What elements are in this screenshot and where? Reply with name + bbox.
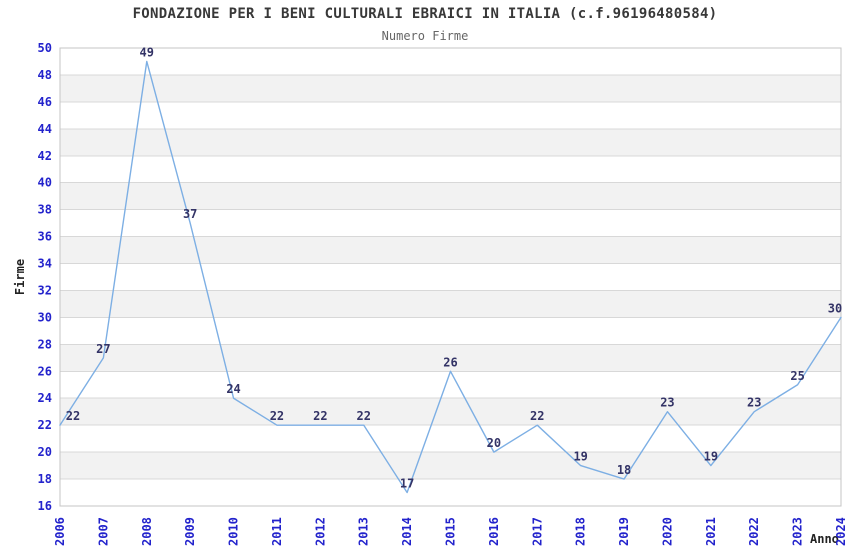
grid-band xyxy=(60,398,841,426)
x-tick-label: 2022 xyxy=(747,517,761,546)
y-tick-label: 24 xyxy=(38,391,52,405)
y-tick-label: 40 xyxy=(38,176,52,190)
point-label: 17 xyxy=(400,477,414,491)
x-tick-label: 2010 xyxy=(227,517,241,546)
point-label: 19 xyxy=(704,450,718,464)
x-tick-label: 2006 xyxy=(53,517,67,546)
grid-band xyxy=(60,182,841,210)
point-label: 22 xyxy=(66,409,80,423)
grid-band xyxy=(60,290,841,318)
x-tick-label: 2015 xyxy=(444,517,458,546)
grid-band xyxy=(60,452,841,480)
x-tick-label: 2012 xyxy=(313,517,327,546)
y-tick-label: 44 xyxy=(38,122,52,136)
y-tick-label: 50 xyxy=(38,41,52,55)
x-tick-label: 2014 xyxy=(400,517,414,546)
point-label: 18 xyxy=(617,463,631,477)
chart-subtitle: Numero Firme xyxy=(381,29,469,43)
x-axis-title: Anno xyxy=(810,532,839,546)
y-tick-label: 32 xyxy=(38,283,52,297)
y-tick-label: 48 xyxy=(38,68,52,82)
point-label: 23 xyxy=(660,396,674,410)
x-tick-label: 2011 xyxy=(270,517,284,546)
point-label: 22 xyxy=(270,409,284,423)
x-tick-label: 2013 xyxy=(357,517,371,546)
point-label: 37 xyxy=(183,207,197,221)
x-tick-label: 2023 xyxy=(791,517,805,546)
x-tick-label: 2018 xyxy=(574,517,588,546)
grid-band xyxy=(60,236,841,264)
y-tick-label: 34 xyxy=(38,257,52,271)
series-line xyxy=(59,60,842,494)
point-label: 20 xyxy=(487,436,501,450)
chart-title: FONDAZIONE PER I BENI CULTURALI EBRAICI … xyxy=(132,6,718,22)
x-tick-label: 2020 xyxy=(660,517,674,546)
plot-border xyxy=(59,47,842,507)
x-tick-label: 2008 xyxy=(140,517,154,546)
point-label: 22 xyxy=(313,409,327,423)
y-tick-label: 46 xyxy=(38,95,52,109)
x-tick-label: 2007 xyxy=(96,517,110,546)
y-tick-label: 36 xyxy=(38,230,52,244)
point-label: 26 xyxy=(443,355,457,369)
y-tick-label: 26 xyxy=(38,364,52,378)
point-label: 23 xyxy=(747,396,761,410)
y-tick-label: 16 xyxy=(38,499,52,513)
y-tick-label: 38 xyxy=(38,203,52,217)
x-tick-label: 2009 xyxy=(183,517,197,546)
y-tick-label: 42 xyxy=(38,149,52,163)
point-label: 22 xyxy=(356,409,370,423)
point-label: 22 xyxy=(530,409,544,423)
point-label: 27 xyxy=(96,342,110,356)
point-label: 25 xyxy=(790,369,804,383)
point-label: 49 xyxy=(140,45,154,59)
point-label: 30 xyxy=(828,301,842,315)
y-tick-label: 30 xyxy=(38,310,52,324)
y-tick-label: 28 xyxy=(38,337,52,351)
point-label: 24 xyxy=(226,382,240,396)
y-tick-label: 22 xyxy=(38,418,52,432)
y-tick-label: 20 xyxy=(38,445,52,459)
x-tick-label: 2021 xyxy=(704,517,718,546)
grid-band xyxy=(60,128,841,156)
x-tick-label: 2024 xyxy=(834,517,848,546)
x-tick-label: 2017 xyxy=(530,517,544,546)
grid-band xyxy=(60,344,841,372)
x-tick-label: 2019 xyxy=(617,517,631,546)
x-tick-label: 2016 xyxy=(487,517,501,546)
y-tick-label: 18 xyxy=(38,472,52,486)
point-label: 19 xyxy=(573,450,587,464)
grid-band xyxy=(60,74,841,102)
